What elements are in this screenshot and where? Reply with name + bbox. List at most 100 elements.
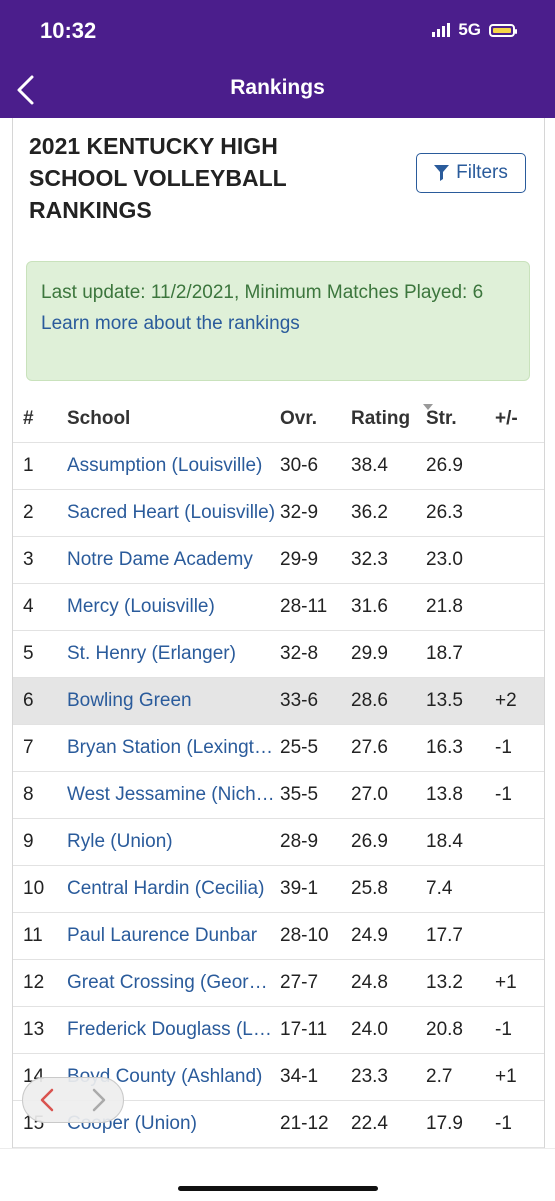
cell-str: 17.9	[426, 1113, 463, 1134]
school-link[interactable]: Notre Dame Academy	[67, 549, 253, 570]
back-icon[interactable]	[12, 74, 42, 106]
table-row[interactable]: 1 Assumption (Louisville) 30-6 38.4 26.9	[13, 443, 544, 490]
cell-ovr: 28-10	[280, 925, 329, 946]
cell-ovr: 17-11	[280, 1019, 328, 1040]
cell-str: 13.8	[426, 784, 463, 805]
table-header: # School Ovr. Rating Str. +/-	[13, 395, 544, 443]
school-link[interactable]: Frederick Douglass (Lexington)	[67, 1019, 280, 1040]
table-row[interactable]: 14 Boyd County (Ashland) 34-1 23.3 2.7 +1	[13, 1054, 544, 1101]
home-indicator	[178, 1186, 378, 1191]
table-body: 1 Assumption (Louisville) 30-6 38.4 26.9 2 Sac…	[13, 443, 544, 1148]
cell-str: 26.3	[426, 502, 463, 523]
school-link[interactable]: Paul Laurence Dunbar	[67, 925, 258, 946]
table-row[interactable]: 11 Paul Laurence Dunbar 28-10 24.9 17.7	[13, 913, 544, 960]
school-link[interactable]: Sacred Heart (Louisville)	[67, 502, 276, 523]
cell-str: 21.8	[426, 596, 463, 617]
learn-more-link[interactable]: Learn more about the rankings	[41, 313, 300, 334]
rankings-table: # School Ovr. Rating Str. +/- 1 Assumptio…	[13, 395, 544, 1148]
col-ovr-header[interactable]: Ovr.	[280, 407, 317, 429]
update-notice: Last update: 11/2/2021, Minimum Matches …	[26, 261, 530, 381]
cell-rating: 27.6	[351, 737, 388, 758]
cell-rating: 24.8	[351, 972, 388, 993]
table-row[interactable]: 3 Notre Dame Academy 29-9 32.3 23.0	[13, 537, 544, 584]
school-link[interactable]: Assumption (Louisville)	[67, 455, 263, 476]
network-label: 5G	[458, 20, 481, 39]
back-arrow-icon[interactable]	[36, 1087, 60, 1113]
col-rank-header[interactable]: #	[23, 407, 34, 429]
cell-rank: 5	[23, 643, 34, 664]
cell-ovr: 30-6	[280, 455, 319, 476]
cell-pm: +1	[495, 1066, 517, 1087]
cell-rank: 3	[23, 549, 34, 570]
table-row[interactable]: 9 Ryle (Union) 28-9 26.9 18.4	[13, 819, 544, 866]
cell-rank: 6	[23, 690, 34, 711]
cell-pm: -1	[495, 784, 512, 805]
cell-rating: 24.0	[351, 1019, 388, 1040]
school-link[interactable]: Great Crossing (Georgetown)	[67, 972, 280, 993]
cell-rank: 2	[23, 502, 34, 523]
cell-ovr: 28-11	[280, 596, 328, 617]
col-school-header[interactable]: School	[67, 407, 131, 429]
school-link[interactable]: Mercy (Louisville)	[67, 596, 215, 617]
col-str-header[interactable]: Str.	[426, 407, 457, 429]
forward-arrow-icon[interactable]	[86, 1087, 110, 1113]
col-rating-header[interactable]: Rating	[351, 403, 433, 430]
cell-ovr: 29-9	[280, 549, 319, 570]
table-row[interactable]: 7 Bryan Station (Lexington) 25-5 27.6 16.3 -1	[13, 725, 544, 772]
cell-str: 18.7	[426, 643, 463, 664]
cell-ovr: 35-5	[280, 784, 319, 805]
nav-title: Rankings	[230, 76, 325, 99]
table-row[interactable]: 6 Bowling Green 33-6 28.6 13.5 +2	[13, 678, 544, 725]
col-pm-header[interactable]: +/-	[495, 407, 518, 429]
sort-desc-icon	[423, 403, 433, 410]
cell-ovr: 28-9	[280, 831, 319, 852]
school-link[interactable]: Ryle (Union)	[67, 831, 173, 852]
cell-ovr: 25-5	[280, 737, 319, 758]
school-link[interactable]: West Jessamine (Nicholasville)	[67, 784, 280, 805]
cell-rank: 8	[23, 784, 34, 805]
table-row[interactable]: 2 Sacred Heart (Louisville) 32-9 36.2 26.3	[13, 490, 544, 537]
status-time: 10:32	[40, 18, 97, 43]
signal-icon	[432, 23, 451, 37]
cell-rating: 24.9	[351, 925, 388, 946]
battery-icon	[489, 23, 517, 37]
school-link[interactable]: St. Henry (Erlanger)	[67, 643, 236, 664]
cell-pm: +1	[495, 972, 517, 993]
table-row[interactable]: 10 Central Hardin (Cecilia) 39-1 25.8 7.4	[13, 866, 544, 913]
cell-rating: 36.2	[351, 502, 388, 523]
school-link[interactable]: Bowling Green	[67, 690, 192, 711]
cell-rank: 10	[23, 878, 45, 899]
cell-str: 2.7	[426, 1066, 453, 1087]
cell-str: 17.7	[426, 925, 463, 946]
page-title: 2021 KENTUCKY HIGH SCHOOL VOLLEYBALL RAN…	[29, 133, 287, 223]
cell-rank: 11	[23, 925, 43, 946]
table-row[interactable]: 12 Great Crossing (Georgetown)27-7 24.8 13.…	[13, 960, 544, 1007]
school-link[interactable]: Bryan Station (Lexington)	[67, 737, 280, 758]
cell-pm: +2	[495, 690, 517, 711]
cell-rating: 25.8	[351, 878, 388, 899]
cell-rating: 26.9	[351, 831, 388, 852]
cell-rating: 32.3	[351, 549, 388, 570]
cell-rank: 9	[23, 831, 34, 852]
table-row[interactable]: 15 Cooper (Union) 21-12 22.4 17.9 -1	[13, 1101, 544, 1148]
cell-ovr: 27-7	[280, 972, 319, 993]
cell-rating: 23.3	[351, 1066, 388, 1087]
cell-str: 18.4	[426, 831, 463, 852]
table-row[interactable]: 5 St. Henry (Erlanger) 32-8 29.9 18.7	[13, 631, 544, 678]
browser-nav-pill	[22, 1077, 124, 1123]
table-row[interactable]: 4 Mercy (Louisville) 28-11 31.6 21.8	[13, 584, 544, 631]
school-link[interactable]: Central Hardin (Cecilia)	[67, 878, 265, 899]
table-row[interactable]: 13 Frederick Douglass (Lexington)17-11 24.…	[13, 1007, 544, 1054]
cell-rank: 7	[23, 737, 34, 758]
cell-rank: 12	[23, 972, 45, 993]
cell-ovr: 21-12	[280, 1113, 329, 1134]
cell-rating: 22.4	[351, 1113, 388, 1134]
cell-ovr: 39-1	[280, 878, 319, 899]
filters-button[interactable]: Filters	[416, 153, 526, 193]
cell-pm: -1	[495, 1019, 512, 1040]
cell-str: 26.9	[426, 455, 463, 476]
cell-str: 20.8	[426, 1019, 463, 1040]
cell-rank: 1	[23, 455, 34, 476]
table-row[interactable]: 8 West Jessamine (Nicholasville)35-5 27.0 1…	[13, 772, 544, 819]
cell-ovr: 32-8	[280, 643, 319, 664]
